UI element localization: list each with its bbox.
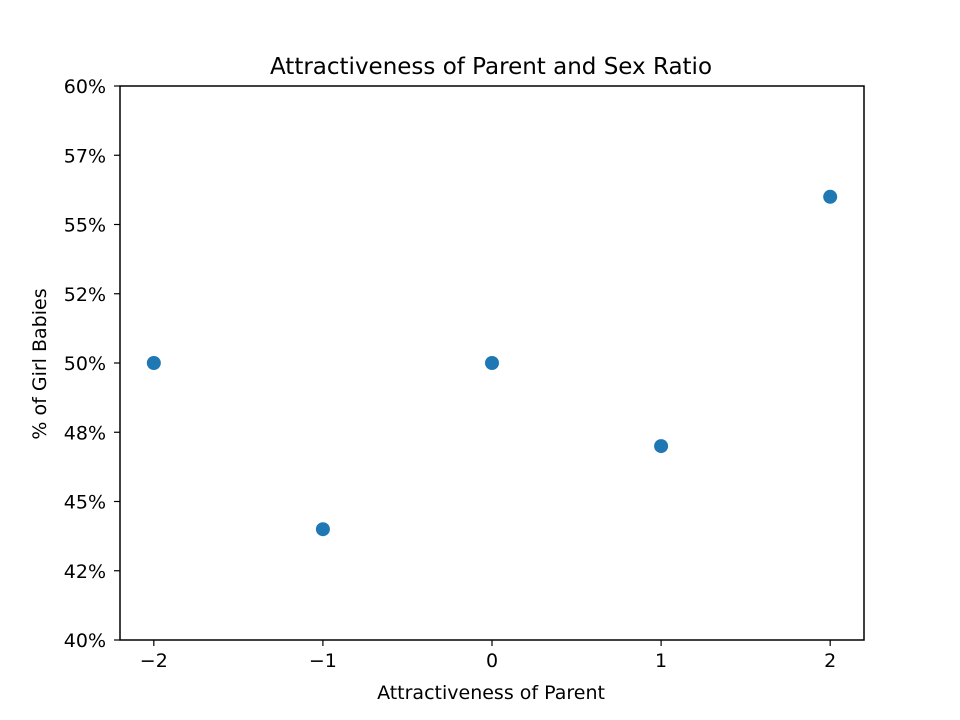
- y-tick-label: 60%: [64, 76, 106, 98]
- x-tick-label: 0: [486, 650, 498, 672]
- data-point: [485, 356, 499, 370]
- data-point: [823, 189, 838, 204]
- y-tick-label: 40%: [64, 630, 106, 652]
- x-axis-label: Attractiveness of Parent: [377, 682, 605, 704]
- data-point: [315, 522, 330, 537]
- y-tick-label: 50%: [64, 353, 106, 375]
- data-point: [146, 356, 161, 370]
- y-tick-label: 42%: [64, 561, 106, 583]
- x-tick-label: 2: [824, 650, 836, 672]
- x-tick-label: −2: [140, 650, 168, 672]
- x-tick-label: −1: [309, 650, 337, 672]
- y-tick-label: 45%: [64, 492, 106, 514]
- data-point: [654, 439, 669, 454]
- x-tick-label: 1: [655, 650, 667, 672]
- y-tick-label: 57%: [64, 145, 106, 167]
- chart-title: Attractiveness of Parent and Sex Ratio: [270, 54, 712, 80]
- y-tick-label: 48%: [64, 422, 106, 444]
- y-tick-label: 52%: [64, 284, 106, 306]
- plot-frame: [119, 85, 865, 641]
- data-points: [146, 189, 838, 537]
- y-axis-label: % of Girl Babies: [29, 288, 51, 439]
- axis-ticks: −2 −1 0 1 2 40% 42% 45% 48% 50% 52% 55% 57% 60%: [64, 76, 836, 672]
- y-tick-label: 55%: [64, 215, 106, 237]
